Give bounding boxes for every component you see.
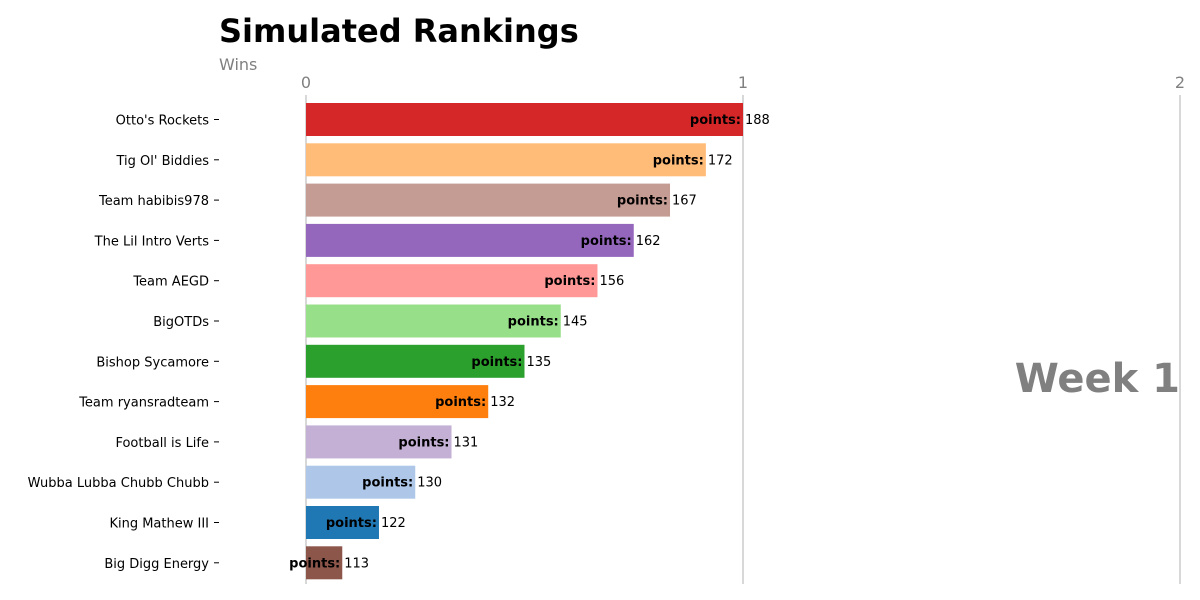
bar [306, 385, 489, 419]
bar [306, 425, 452, 459]
week-annotation: Week 1 [1015, 356, 1180, 402]
points-label: points: [690, 113, 741, 128]
y-tick-label: Tig Ol' Biddies [115, 154, 209, 169]
bar [306, 344, 525, 378]
points-value: 145 [563, 315, 588, 330]
y-tick-label: King Mathew III [109, 517, 209, 532]
points-label: points: [581, 234, 632, 249]
bar [306, 143, 706, 177]
points-label: points: [617, 194, 668, 209]
y-tick-label: Team AEGD [132, 275, 209, 290]
x-tick-label: 2 [1175, 73, 1185, 92]
points-value: 122 [381, 516, 406, 531]
points-label: points: [508, 315, 559, 330]
x-tick-label: 0 [301, 73, 311, 92]
points-label: points: [653, 153, 704, 168]
bar [306, 103, 743, 136]
points-value: 156 [599, 274, 624, 289]
y-tick-label: Team ryansradteam [78, 396, 209, 411]
y-tick-label: Wubba Lubba Chubb Chubb [28, 476, 209, 491]
points-value: 162 [636, 234, 661, 249]
y-tick-label: BigOTDs [153, 315, 209, 330]
points-label: points: [289, 556, 340, 571]
y-tick-label: Big Digg Energy [104, 557, 209, 572]
y-tick-label: Football is Life [115, 436, 209, 451]
bar [306, 183, 671, 217]
chart-title: Simulated Rankings [219, 12, 579, 50]
points-value: 131 [454, 435, 479, 450]
y-tick-label: Otto's Rockets [116, 114, 210, 129]
y-tick-label: Bishop Sycamore [96, 355, 209, 370]
points-label: points: [544, 274, 595, 289]
x-tick-label: 1 [738, 73, 748, 92]
bar [306, 546, 343, 580]
x-axis-title: Wins [219, 55, 257, 74]
bar [306, 465, 416, 499]
y-tick-label: The Lil Intro Verts [94, 234, 210, 249]
bar [306, 304, 561, 338]
points-value: 113 [344, 556, 369, 571]
points-label: points: [435, 395, 486, 410]
y-axis-labels: Otto's Rockets Tig Ol' Biddies Team habibi… [28, 114, 219, 572]
bar [306, 223, 634, 257]
points-label: points: [398, 435, 449, 450]
points-label: points: [471, 355, 522, 370]
points-value: 167 [672, 194, 697, 209]
points-value: 188 [745, 113, 770, 128]
points-value: 172 [708, 153, 733, 168]
x-axis-ticks: 0 1 2 [301, 73, 1185, 92]
y-tick-label: Team habibis978 [98, 194, 209, 209]
points-value: 130 [417, 476, 442, 491]
points-value: 135 [527, 355, 552, 370]
points-value: 132 [490, 395, 515, 410]
points-label: points: [362, 476, 413, 491]
bar [306, 264, 598, 298]
bars: points: 188 points: 172 points: 167 points: 162… [289, 103, 770, 580]
bar [306, 506, 379, 539]
points-label: points: [326, 516, 377, 531]
x-gridlines [305, 95, 1181, 584]
